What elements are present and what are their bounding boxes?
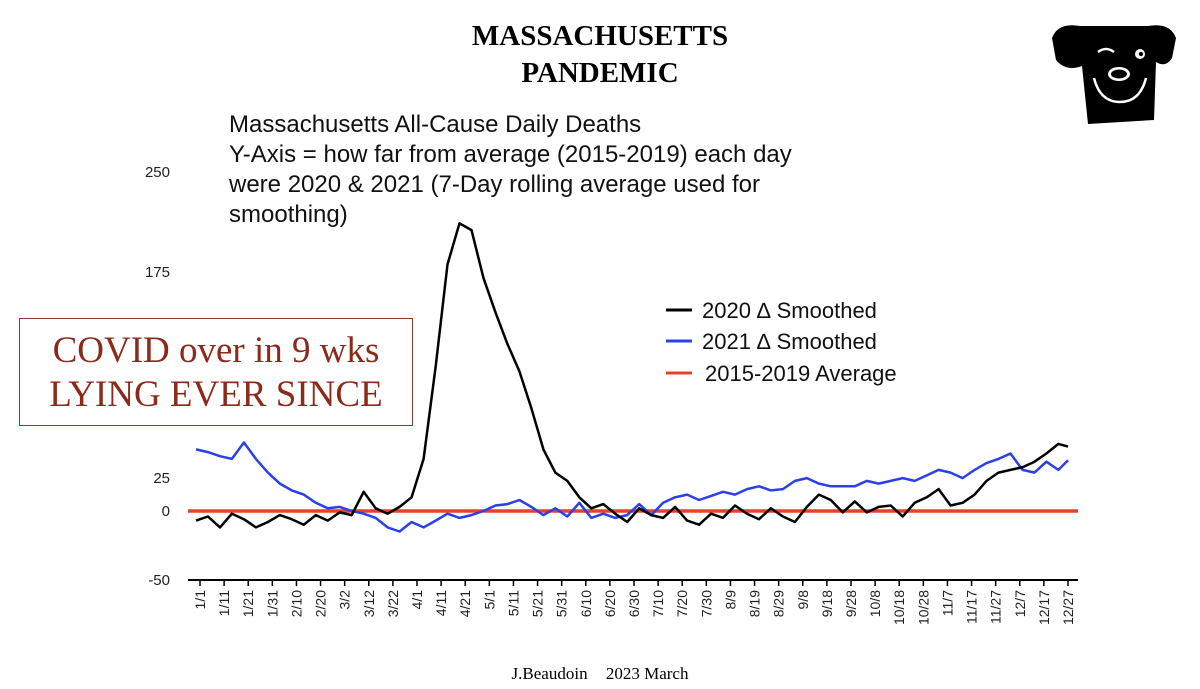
- x-tick-label: 6/10: [578, 590, 594, 617]
- x-tick-label: 5/1: [481, 590, 497, 610]
- x-tick-label: 11/7: [939, 590, 955, 616]
- y-tick-label: 175: [145, 264, 170, 281]
- legend-label-0: 2020 ∆ Smoothed: [702, 298, 877, 323]
- x-tick-label: 2/20: [313, 590, 329, 617]
- x-tick-label: 12/27: [1060, 590, 1076, 625]
- x-tick-label: 8/19: [747, 590, 763, 617]
- x-tick-label: 8/29: [771, 590, 787, 617]
- page-title-line2: PANDEMIC: [521, 57, 679, 89]
- x-tick-label: 2/10: [288, 590, 304, 617]
- x-tick-label: 9/28: [843, 590, 859, 617]
- x-tick-label: 1/21: [240, 590, 256, 617]
- x-tick-label: 3/2: [337, 590, 353, 610]
- legend-label-1: 2021 ∆ Smoothed: [702, 329, 877, 354]
- x-tick-label: 6/20: [602, 590, 618, 617]
- x-tick-label: 3/12: [361, 590, 377, 617]
- annotation-line1: COVID over in 9 wks: [52, 330, 380, 371]
- x-tick-label: 9/18: [819, 590, 835, 617]
- footer-credit: J.Beaudoin 2023 March: [0, 664, 1200, 684]
- y-tick-label: 0: [162, 503, 170, 520]
- x-tick-label: 8/9: [722, 590, 738, 610]
- x-tick-label: 1/31: [264, 590, 280, 617]
- y-tick-label: -50: [148, 572, 170, 589]
- x-tick-label: 5/11: [505, 590, 521, 616]
- series-line-1: [195, 441, 1069, 533]
- x-tick-label: 10/18: [891, 590, 907, 625]
- author-name: J.Beaudoin: [511, 664, 588, 683]
- x-tick-label: 1/1: [192, 590, 208, 610]
- y-tick-label: 25: [153, 470, 170, 487]
- x-tick-label: 12/7: [1012, 590, 1028, 617]
- x-tick-label: 11/27: [988, 590, 1004, 624]
- chart-title-line: were 2020 & 2021 (7-Day rolling average …: [229, 171, 760, 198]
- chart-series: [188, 222, 1078, 533]
- page-title-line1: MASSACHUSETTS: [471, 20, 729, 52]
- chart-title: Massachusetts All-Cause Daily Deaths Y-A…: [229, 110, 989, 230]
- chart-title-line: smoothing): [229, 201, 348, 228]
- chart-legend: 2020 ∆ Smoothed 2021 ∆ Smoothed 2015-2019 …: [666, 298, 897, 386]
- x-tick-label: 4/11: [433, 590, 449, 616]
- chart-title-line: Y-Axis = how far from average (2015-2019…: [229, 141, 792, 168]
- x-tick-label: 4/1: [409, 590, 425, 610]
- x-tick-label: 7/10: [650, 590, 666, 617]
- x-tick-label: 10/28: [915, 590, 931, 625]
- x-tick-label: 10/8: [867, 590, 883, 617]
- x-tick-label: 1/11: [216, 590, 232, 616]
- y-tick-label: 250: [145, 164, 170, 181]
- x-tick-label: 6/30: [626, 590, 642, 617]
- annotation-line2: LYING EVER SINCE: [49, 374, 383, 415]
- dog-face-icon: [1048, 20, 1180, 133]
- covid-annotation-box: COVID over in 9 wks LYING EVER SINCE: [19, 318, 413, 426]
- legend-label-2: 2015-2019 Average: [705, 361, 897, 386]
- series-line-0: [195, 222, 1069, 529]
- chart-title-line: Massachusetts All-Cause Daily Deaths: [229, 111, 642, 138]
- credit-date: 2023 March: [605, 664, 689, 683]
- x-tick-label: 12/17: [1036, 590, 1052, 625]
- x-tick-label: 3/22: [385, 590, 401, 617]
- x-tick-label: 5/21: [530, 590, 546, 617]
- x-tick-label: 11/17: [964, 590, 980, 624]
- x-tick-label: 4/21: [457, 590, 473, 617]
- x-tick-label: 7/30: [698, 590, 714, 617]
- x-tick-label: 9/8: [795, 590, 811, 610]
- x-tick-label: 5/31: [554, 590, 570, 617]
- x-tick-label: 7/20: [674, 590, 690, 617]
